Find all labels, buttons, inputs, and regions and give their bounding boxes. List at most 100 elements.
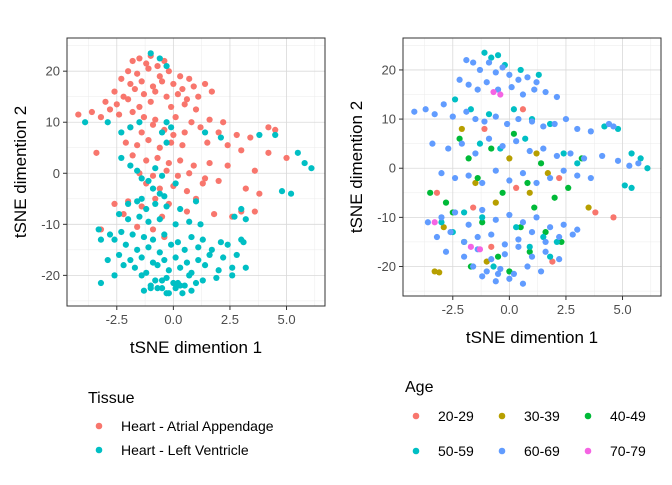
tissue-point bbox=[125, 96, 132, 103]
tissue-panel-border bbox=[66, 37, 326, 307]
age-point bbox=[438, 219, 445, 226]
tissue-point bbox=[251, 208, 258, 215]
age-point bbox=[499, 189, 506, 196]
tissue-point bbox=[156, 216, 163, 223]
age-point bbox=[433, 233, 441, 241]
tissue-point bbox=[272, 131, 279, 139]
tissue-point bbox=[199, 180, 206, 187]
tissue-point bbox=[242, 264, 249, 271]
tissue-point bbox=[102, 98, 109, 105]
tissue-point bbox=[163, 167, 170, 174]
tissue-point bbox=[136, 119, 143, 126]
age-point bbox=[488, 243, 495, 250]
age-point bbox=[542, 248, 549, 255]
tissue-point bbox=[172, 114, 179, 121]
age-point bbox=[494, 253, 502, 260]
age-point bbox=[569, 231, 576, 238]
tissue-point bbox=[183, 188, 191, 195]
tissue-legend-entries: Heart - Atrial Appendage Heart - Left Ven… bbox=[95, 418, 274, 458]
tissue-point bbox=[127, 124, 134, 131]
tissue-point bbox=[113, 101, 120, 108]
age-point bbox=[494, 270, 502, 277]
age-point bbox=[610, 214, 617, 221]
age-point bbox=[562, 115, 570, 123]
tissue-point bbox=[179, 142, 186, 149]
age-point bbox=[506, 155, 513, 162]
age-point bbox=[605, 120, 613, 128]
tissue-legend-label: Heart - Atrial Appendage bbox=[121, 418, 274, 434]
age-point bbox=[465, 81, 472, 88]
age-point bbox=[463, 108, 470, 115]
tissue-point bbox=[138, 78, 145, 85]
age-point bbox=[547, 120, 554, 128]
age-x-tick-label: 2.5 bbox=[557, 302, 575, 317]
age-point bbox=[524, 74, 531, 81]
tissue-point bbox=[158, 78, 166, 85]
age-point bbox=[479, 206, 486, 214]
age-point bbox=[542, 88, 549, 96]
tissue-x-tick-label: 5.0 bbox=[277, 312, 295, 327]
tissue-point bbox=[134, 70, 141, 77]
age-point bbox=[501, 241, 508, 248]
age-point bbox=[431, 111, 438, 118]
tissue-point bbox=[115, 111, 123, 118]
age-point bbox=[553, 152, 560, 160]
tissue-point bbox=[145, 65, 152, 72]
age-point bbox=[501, 251, 508, 258]
age-x-tick-label: -2.5 bbox=[442, 302, 464, 317]
tissue-point bbox=[145, 136, 152, 144]
age-point bbox=[614, 157, 622, 164]
age-legend-key bbox=[584, 412, 592, 420]
tissue-point bbox=[93, 149, 100, 156]
age-point bbox=[580, 155, 588, 162]
age-point bbox=[560, 167, 567, 174]
tissue-point bbox=[177, 264, 184, 271]
age-point bbox=[427, 189, 434, 196]
tissue-point bbox=[224, 162, 231, 169]
age-point bbox=[499, 64, 506, 71]
tissue-point bbox=[134, 246, 141, 253]
age-point bbox=[517, 66, 524, 74]
tissue-point bbox=[136, 55, 143, 62]
tissue-point bbox=[199, 236, 206, 243]
age-point bbox=[628, 150, 635, 157]
tissue-point bbox=[138, 254, 145, 261]
tissue-point bbox=[161, 256, 168, 264]
tissue-point bbox=[138, 175, 145, 182]
age-point bbox=[526, 243, 533, 250]
age-point bbox=[476, 66, 484, 74]
age-point bbox=[524, 179, 531, 187]
tissue-legend-label: Heart - Left Ventricle bbox=[121, 442, 249, 458]
age-point bbox=[585, 204, 592, 211]
tissue-point bbox=[177, 157, 184, 164]
tissue-point bbox=[242, 185, 249, 192]
age-point bbox=[461, 209, 468, 216]
tissue-point bbox=[233, 131, 240, 139]
tissue-point bbox=[143, 205, 150, 213]
tissue-point bbox=[163, 93, 170, 100]
age-point bbox=[574, 160, 581, 167]
tissue-point bbox=[287, 190, 295, 197]
age-point bbox=[481, 118, 488, 125]
tissue-point bbox=[140, 91, 148, 98]
age-point bbox=[635, 160, 642, 167]
age-point bbox=[626, 162, 633, 169]
age-legend-key bbox=[412, 447, 420, 455]
age-point bbox=[467, 106, 474, 113]
age-point bbox=[526, 248, 533, 255]
tissue-point bbox=[208, 246, 215, 253]
tissue-point bbox=[168, 241, 175, 248]
tissue-point bbox=[115, 211, 123, 218]
tissue-point bbox=[233, 251, 240, 259]
tissue-point bbox=[181, 101, 188, 108]
tissue-point bbox=[138, 195, 145, 202]
age-legend-label: 30-39 bbox=[524, 408, 560, 424]
tissue-point bbox=[118, 228, 125, 236]
tissue-point bbox=[272, 126, 279, 133]
age-point bbox=[519, 280, 527, 287]
age-point bbox=[442, 199, 450, 206]
age-point bbox=[451, 209, 459, 216]
age-point bbox=[463, 57, 470, 64]
tissue-point bbox=[163, 274, 170, 282]
tissue-point bbox=[111, 88, 118, 95]
